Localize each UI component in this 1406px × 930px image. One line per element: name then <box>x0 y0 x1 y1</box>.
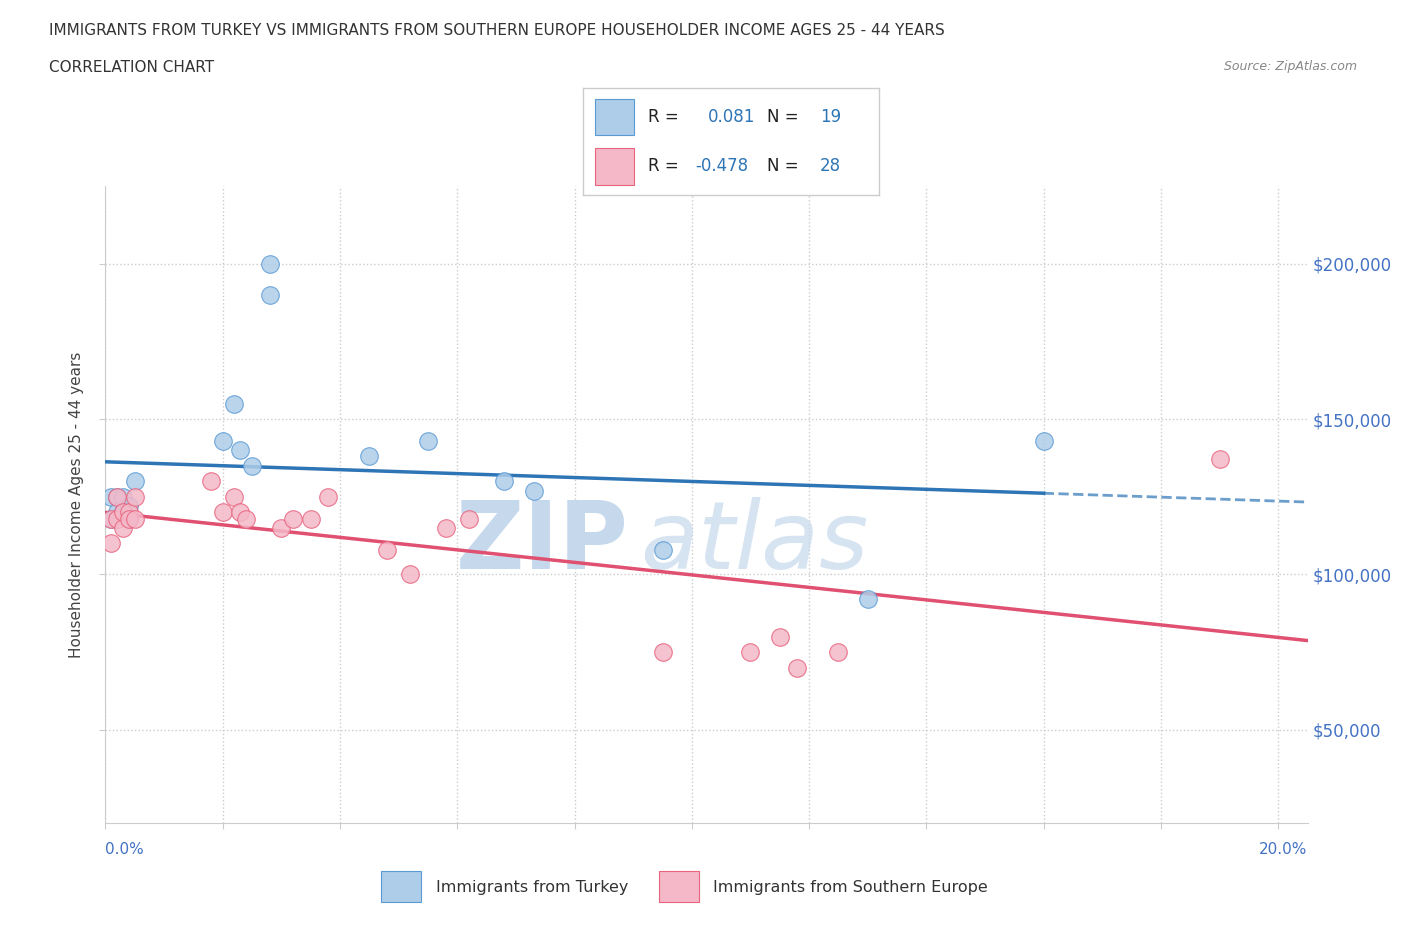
Bar <box>381 871 420 902</box>
Text: N =: N = <box>766 157 799 176</box>
Point <box>200 473 222 488</box>
Point <box>359 449 381 464</box>
Point <box>211 505 233 520</box>
Point <box>1208 452 1230 467</box>
Point <box>124 473 146 488</box>
Text: 19: 19 <box>820 108 841 126</box>
Bar <box>595 148 634 184</box>
Point <box>281 512 304 526</box>
Point <box>118 498 141 513</box>
Point <box>240 458 263 473</box>
Text: 20.0%: 20.0% <box>1260 842 1308 857</box>
Point <box>416 433 439 448</box>
Point <box>118 505 141 520</box>
Point <box>105 512 128 526</box>
Point <box>769 630 792 644</box>
Text: -0.478: -0.478 <box>696 157 749 176</box>
Text: atlas: atlas <box>640 498 869 589</box>
Point <box>651 644 673 659</box>
Point <box>118 512 141 526</box>
Point <box>112 489 135 504</box>
Point <box>259 257 281 272</box>
Y-axis label: Householder Income Ages 25 - 44 years: Householder Income Ages 25 - 44 years <box>69 352 84 658</box>
Point <box>124 489 146 504</box>
Point <box>224 396 246 411</box>
Point <box>1032 433 1054 448</box>
Point <box>434 521 457 536</box>
Point <box>229 505 252 520</box>
Point <box>856 591 879 606</box>
Point <box>224 489 246 504</box>
Text: Source: ZipAtlas.com: Source: ZipAtlas.com <box>1223 60 1357 73</box>
Text: ZIP: ZIP <box>456 497 628 589</box>
Text: Immigrants from Southern Europe: Immigrants from Southern Europe <box>713 880 988 896</box>
Text: R =: R = <box>648 108 679 126</box>
Text: 0.0%: 0.0% <box>105 842 145 857</box>
Bar <box>595 100 634 136</box>
Point <box>651 542 673 557</box>
Point <box>786 660 808 675</box>
Bar <box>658 871 699 902</box>
Point <box>105 489 128 504</box>
Point <box>494 473 516 488</box>
Text: CORRELATION CHART: CORRELATION CHART <box>49 60 214 75</box>
Point <box>299 512 322 526</box>
Point <box>112 505 135 520</box>
Text: IMMIGRANTS FROM TURKEY VS IMMIGRANTS FROM SOUTHERN EUROPE HOUSEHOLDER INCOME AGE: IMMIGRANTS FROM TURKEY VS IMMIGRANTS FRO… <box>49 23 945 38</box>
Point <box>112 521 135 536</box>
Point <box>740 644 762 659</box>
Point <box>522 483 544 498</box>
Point <box>375 542 398 557</box>
Point <box>112 505 135 520</box>
Point <box>100 512 122 526</box>
Point <box>270 521 292 536</box>
Point <box>100 489 122 504</box>
Point <box>100 512 122 526</box>
Point <box>105 489 128 504</box>
Text: 28: 28 <box>820 157 841 176</box>
Point <box>211 433 233 448</box>
Point <box>458 512 481 526</box>
Point <box>827 644 849 659</box>
Point <box>259 287 281 302</box>
Point <box>118 512 141 526</box>
Text: R =: R = <box>648 157 679 176</box>
Text: N =: N = <box>766 108 799 126</box>
Point <box>235 512 257 526</box>
Point <box>100 536 122 551</box>
Text: Immigrants from Turkey: Immigrants from Turkey <box>436 880 628 896</box>
Point <box>105 505 128 520</box>
Point <box>399 567 422 582</box>
Point <box>124 512 146 526</box>
Point <box>229 443 252 458</box>
Text: 0.081: 0.081 <box>707 108 755 126</box>
Point <box>316 489 339 504</box>
